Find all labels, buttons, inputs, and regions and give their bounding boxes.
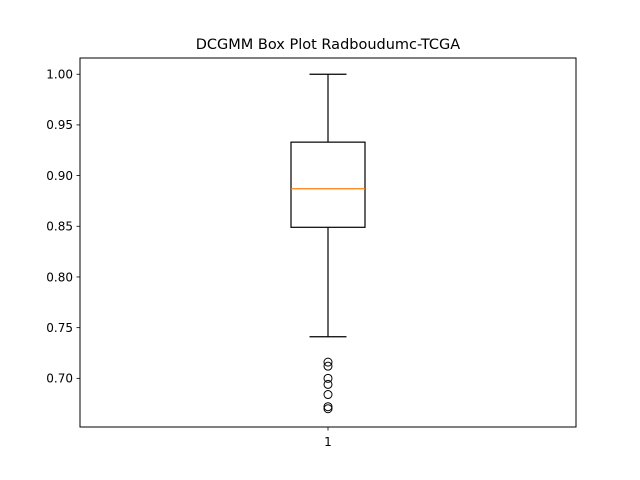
outlier-point (323, 379, 333, 389)
y-tick-label: 0.90 (46, 169, 73, 183)
x-tick-label: 1 (324, 435, 332, 449)
outlier-point (323, 390, 333, 400)
box-iqr (290, 141, 366, 228)
outlier-point (323, 373, 333, 383)
box-series (290, 73, 366, 414)
y-axis: 0.70 0.75 0.80 0.85 0.90 0.95 1.00 (46, 68, 80, 386)
outlier-point (323, 357, 333, 367)
outlier-point (323, 402, 333, 412)
y-tick-label: 0.75 (46, 321, 73, 335)
y-tick-label: 0.80 (46, 270, 73, 284)
x-axis: 1 (324, 427, 332, 449)
chart-title: DCGMM Box Plot Radboudumc-TCGA (196, 37, 461, 53)
y-tick-label: 0.85 (46, 220, 73, 234)
outlier-point (323, 361, 333, 371)
y-tick-label: 0.70 (46, 372, 73, 386)
y-tick-label: 0.95 (46, 118, 73, 132)
outlier-point (323, 404, 333, 414)
y-tick-label: 1.00 (46, 68, 73, 82)
